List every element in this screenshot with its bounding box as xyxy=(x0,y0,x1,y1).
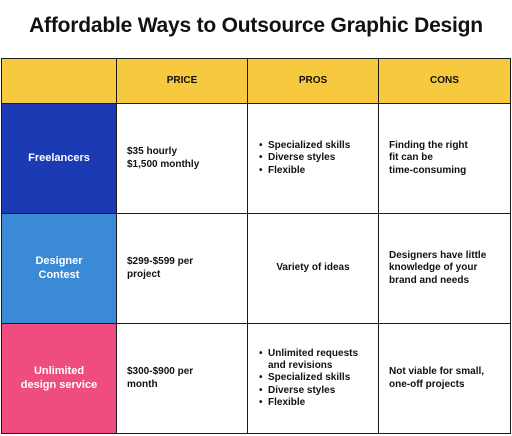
list-item: Unlimited requests and revisions xyxy=(259,348,368,372)
price-cell: $300-$900 per month xyxy=(116,323,248,434)
row-label-freelancers: Freelancers xyxy=(1,103,117,214)
list-item: Specialized skills xyxy=(259,140,368,152)
comparison-table: PRICE PROS CONS Freelancers $35 hourly $… xyxy=(1,58,511,434)
row-label-unlimited-design-service: Unlimited design service xyxy=(1,323,117,434)
table-row: Designer Contest $299-$599 per project V… xyxy=(1,213,511,324)
pros-list: Specialized skills Diverse styles Flexib… xyxy=(258,140,368,177)
header-blank xyxy=(1,58,117,104)
price-cell: $299-$599 per project xyxy=(116,213,248,324)
list-item: Diverse styles xyxy=(259,385,368,397)
header-price: PRICE xyxy=(116,58,248,104)
price-cell: $35 hourly $1,500 monthly xyxy=(116,103,248,214)
cons-cell: Not viable for small, one-off projects xyxy=(378,323,511,434)
cons-cell: Finding the right fit can be time-consum… xyxy=(378,103,511,214)
page-title: Affordable Ways to Outsource Graphic Des… xyxy=(29,14,483,37)
table-row: Unlimited design service $300-$900 per m… xyxy=(1,323,511,434)
list-item: Flexible xyxy=(259,165,368,177)
list-item: Specialized skills xyxy=(259,372,368,384)
pros-cell: Unlimited requests and revisions Special… xyxy=(247,323,379,434)
pros-cell: Variety of ideas xyxy=(247,213,379,324)
pros-cell: Specialized skills Diverse styles Flexib… xyxy=(247,103,379,214)
header-cons: CONS xyxy=(378,58,511,104)
list-item: Flexible xyxy=(259,397,368,409)
header-row: PRICE PROS CONS xyxy=(1,58,511,104)
pros-list: Unlimited requests and revisions Special… xyxy=(258,348,368,409)
cons-cell: Designers have little knowledge of your … xyxy=(378,213,511,324)
table-row: Freelancers $35 hourly $1,500 monthly Sp… xyxy=(1,103,511,214)
list-item: Diverse styles xyxy=(259,152,368,164)
row-label-designer-contest: Designer Contest xyxy=(1,213,117,324)
header-pros: PROS xyxy=(247,58,379,104)
